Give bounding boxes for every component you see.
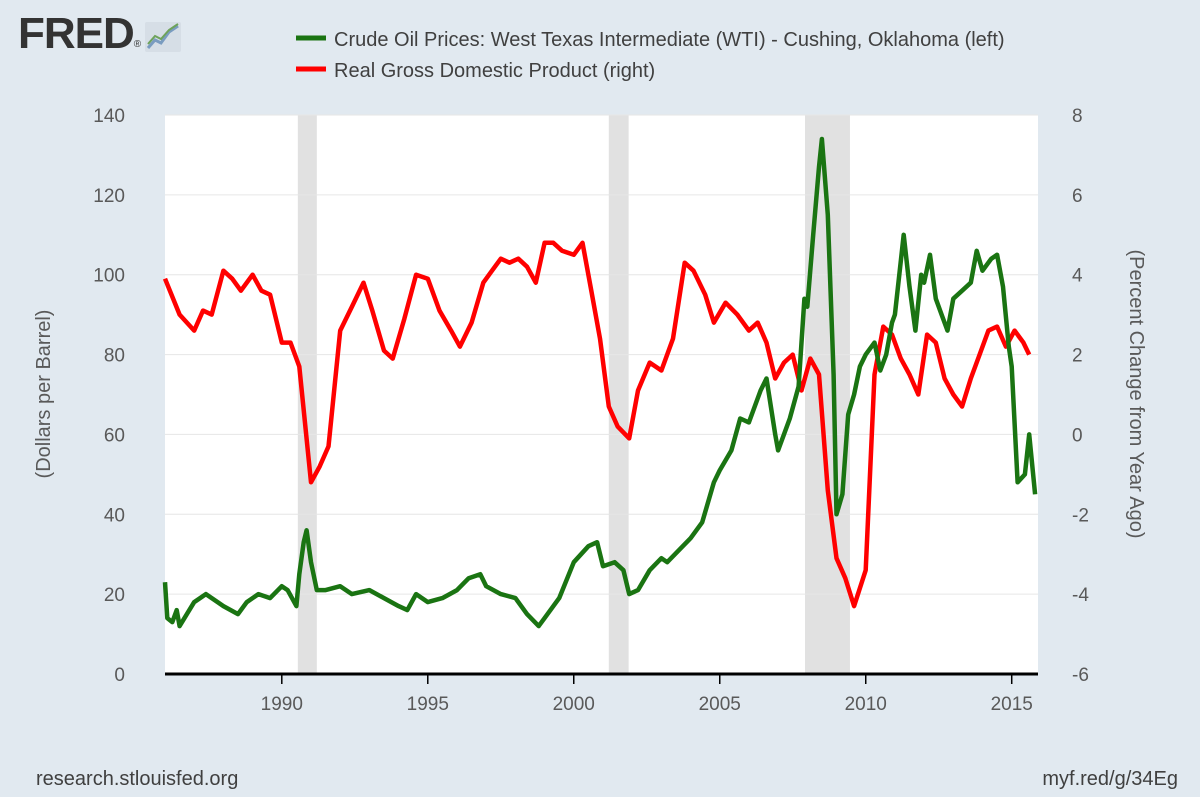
x-tick-label: 1995 xyxy=(407,694,449,715)
y-axis-title-left: (Dollars per Barrel) xyxy=(33,310,55,479)
y-tick-left-label: 0 xyxy=(114,665,125,686)
recession-band xyxy=(608,115,629,674)
right-axis-ticks: -6 -4 -2 0 2 4 6 8 xyxy=(1072,106,1089,686)
recession-band xyxy=(297,115,317,674)
legend: Crude Oil Prices: West Texas Intermediat… xyxy=(296,29,1005,82)
y-tick-left-label: 120 xyxy=(93,186,125,207)
x-tick-label: 1990 xyxy=(261,694,303,715)
legend-label-gdp: Real Gross Domestic Product (right) xyxy=(334,60,655,82)
left-axis-ticks: 0 20 40 60 80 100 120 140 xyxy=(93,106,125,686)
x-tick-label: 2015 xyxy=(991,694,1033,715)
y-tick-right-label: 0 xyxy=(1072,425,1083,446)
y-tick-right-label: 2 xyxy=(1072,346,1083,367)
y-tick-left-label: 60 xyxy=(104,425,125,446)
x-tick-label: 2000 xyxy=(553,694,595,715)
y-tick-left-label: 40 xyxy=(104,505,125,526)
y-tick-right-label: 6 xyxy=(1072,186,1083,207)
fred-logo[interactable]: FRED ® xyxy=(18,9,182,58)
y-tick-left-label: 140 xyxy=(93,106,125,127)
logo-text: FRED xyxy=(18,9,135,58)
y-tick-right-label: 8 xyxy=(1072,106,1083,127)
trend-chart-icon xyxy=(145,22,182,52)
short-link[interactable]: myf.red/g/34Eg xyxy=(1042,768,1178,790)
y-tick-right-label: -2 xyxy=(1072,505,1089,526)
y-tick-left-label: 100 xyxy=(93,266,125,287)
y-tick-right-label: -4 xyxy=(1072,585,1089,606)
series-line-gdp xyxy=(162,240,1032,609)
y-axis-title-right: (Percent Change from Year Ago) xyxy=(1125,249,1147,538)
legend-label-oil: Crude Oil Prices: West Texas Intermediat… xyxy=(334,29,1005,51)
source-link[interactable]: research.stlouisfed.org xyxy=(36,768,239,790)
y-tick-right-label: 4 xyxy=(1072,266,1083,287)
x-axis-ticks: 1990 1995 2000 2005 2010 2015 xyxy=(261,674,1033,715)
registered-mark: ® xyxy=(133,39,142,50)
x-tick-label: 2005 xyxy=(699,694,741,715)
y-tick-right-label: -6 xyxy=(1072,665,1089,686)
y-tick-left-label: 20 xyxy=(104,585,125,606)
series-line-oil xyxy=(162,136,1038,629)
x-tick-label: 2010 xyxy=(845,694,887,715)
y-tick-left-label: 80 xyxy=(104,346,125,367)
